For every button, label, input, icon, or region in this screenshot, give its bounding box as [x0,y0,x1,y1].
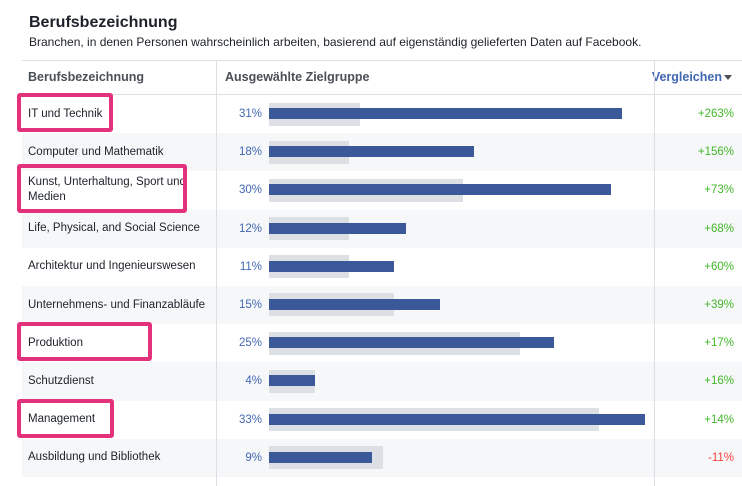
highlight-box [17,322,152,362]
column-header-job-title[interactable]: Berufsbezeichnung [28,70,144,84]
compare-label: Vergleichen [651,70,722,84]
section-title: Berufsbezeichnung [29,14,178,31]
table-row: Architektur und Ingenieurswesen 11% +60% [22,248,742,286]
audience-bar [269,451,372,463]
table-header: Berufsbezeichnung Ausgewählte Zielgruppe… [22,61,742,95]
table-row: Schutzdienst 4% +16% [22,362,742,401]
highlight-box [17,93,113,132]
table-row: Ausbildung und Bibliothek 9% -11% [22,438,742,477]
comparison-value: +39% [704,299,734,312]
table-row: Life, Physical, and Social Science 12% +68… [22,209,742,248]
audience-bar [269,146,475,158]
comparison-value: +68% [704,222,734,235]
audience-bar [269,337,554,349]
row-label: Kunst, Unterhaltung, Sport und Medien [28,176,186,204]
column-divider [216,61,217,486]
row-label: Schutzdienst [28,374,94,387]
percent-label: 31% [238,108,262,121]
caret-down-icon [724,75,732,81]
section-header: Berufsbezeichnung Branchen, in denen Per… [29,12,641,49]
table-row: Management 33% +14% [22,401,742,439]
percent-label: 11% [239,260,262,273]
comparison-value: +16% [704,375,734,388]
section-subtitle: Branchen, in denen Personen wahrscheinli… [29,35,642,49]
comparison-value: +263% [697,108,734,121]
row-label: Architektur und Ingenieurswesen [28,260,196,273]
comparison-value: +60% [704,260,734,273]
job-title-table: Berufsbezeichnung Ausgewählte Zielgruppe… [22,60,742,486]
highlight-box [17,398,114,438]
audience-bar [269,260,395,272]
row-label: Management [28,413,96,426]
column-divider [654,61,655,486]
highlight-box [17,164,187,214]
compare-dropdown[interactable]: Vergleichen [652,61,732,94]
percent-label: 4% [245,375,262,388]
comparison-value: -11% [708,451,734,464]
audience-bar [269,298,440,310]
table-row: Kunst, Unterhaltung, Sport und Medien 30%… [22,171,742,209]
audience-bar [269,108,623,119]
percent-label: 15% [238,299,262,312]
percent-label: 12% [238,222,262,235]
audience-bar [269,413,645,425]
percent-label: 18% [238,146,262,159]
row-label: IT und Technik [28,107,103,120]
comparison-value: +156% [697,146,734,159]
column-header-audience[interactable]: Ausgewählte Zielgruppe [225,70,370,84]
table-body: IT und Technik 31% +263% Computer und Mathe… [22,95,742,477]
percent-label: 30% [238,184,262,197]
audience-bar [269,222,406,234]
comparison-value: +73% [704,184,734,197]
row-label: Unternehmens- und Finanzabläufe [28,298,206,311]
table-row: Unternehmens- und Finanzabläufe 15% +39% [22,285,742,325]
percent-label: 33% [238,413,262,426]
percent-label: 9% [245,451,262,464]
row-label: Life, Physical, and Social Science [28,222,200,235]
row-label: Computer und Mathematik [28,145,164,158]
audience-bar [269,184,611,196]
table-row: Produktion 25% +17% [22,324,742,362]
comparison-value: +14% [704,413,734,426]
row-label: Ausbildung und Bibliothek [28,451,161,464]
percent-label: 25% [238,337,262,350]
audience-bar [269,375,315,387]
table-row: IT und Technik 31% +263% [22,95,742,133]
comparison-value: +17% [704,337,734,350]
row-label: Produktion [28,336,83,349]
